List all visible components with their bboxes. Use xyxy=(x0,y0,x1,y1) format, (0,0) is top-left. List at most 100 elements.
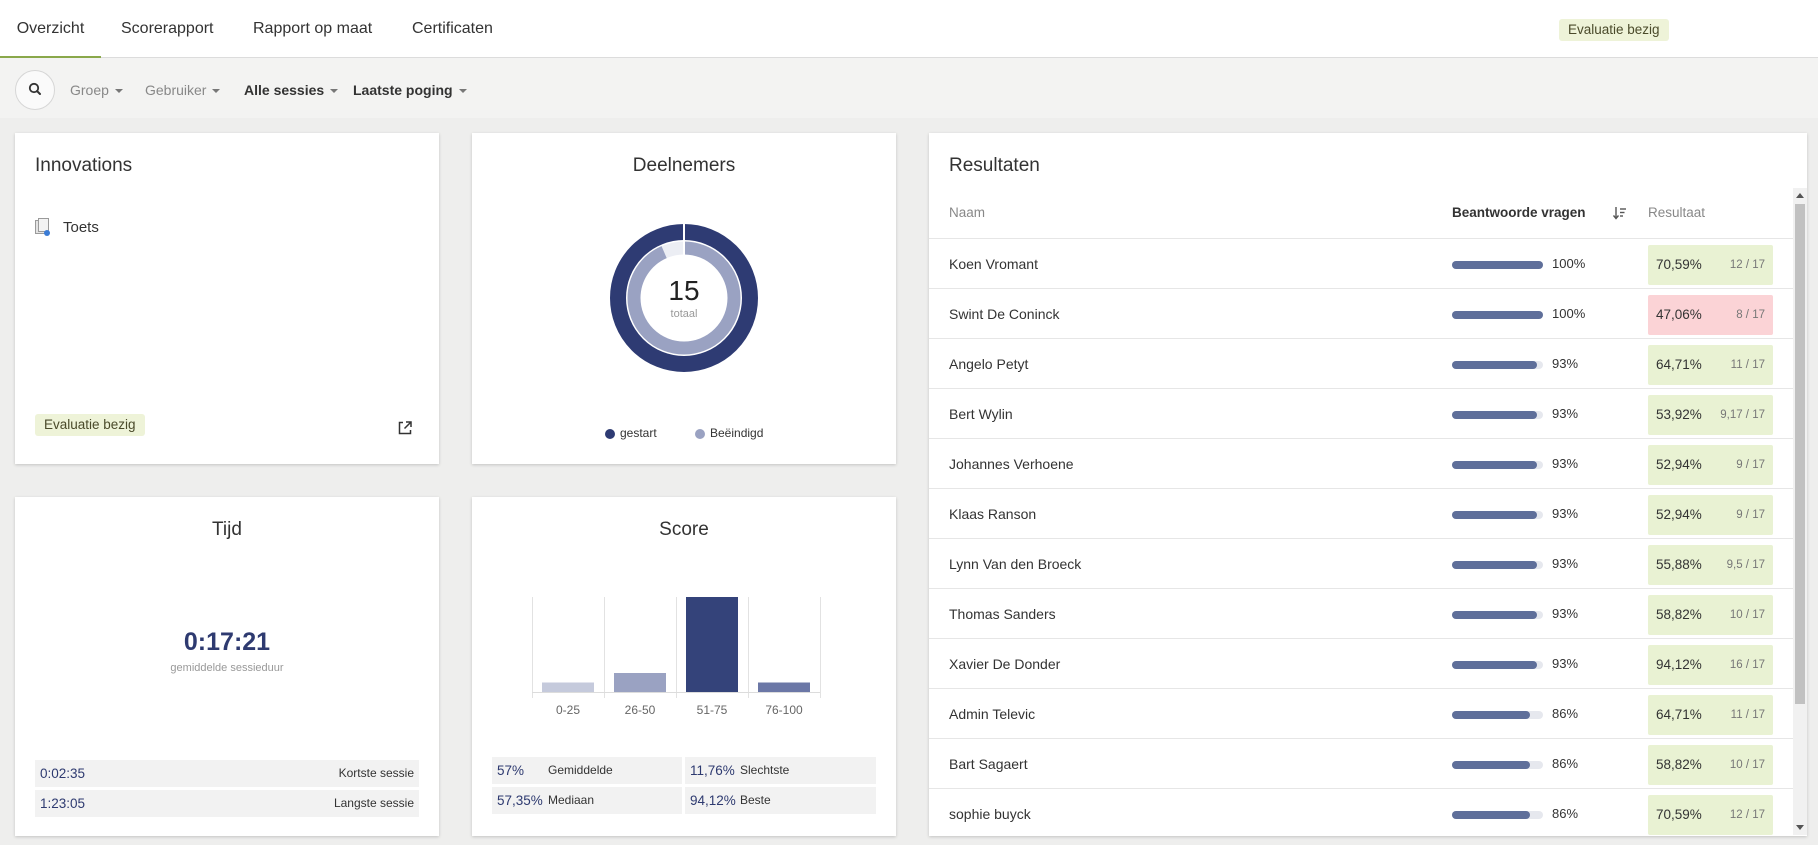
answered-percentage: 86% xyxy=(1552,756,1579,771)
answered-progress-bar xyxy=(1452,511,1543,519)
table-row[interactable]: Thomas Sanders 93% 58,82% 10 / 17 xyxy=(929,588,1793,638)
column-header-naam[interactable]: Naam xyxy=(949,205,986,220)
table-row[interactable]: Admin Televic 86% 64,71% 11 / 17 xyxy=(929,688,1793,738)
filter-gebruiker[interactable]: Gebruiker xyxy=(145,80,221,100)
sort-icon[interactable] xyxy=(1613,206,1627,220)
result-fraction: 9 / 17 xyxy=(1736,459,1765,471)
score-median-label: Mediaan xyxy=(548,793,595,807)
score-title: Score xyxy=(659,519,709,540)
answered-progress-fill xyxy=(1452,361,1537,369)
chevron-down-icon xyxy=(212,89,221,94)
participant-name[interactable]: Swint De Coninck xyxy=(949,306,1060,322)
answered-percentage: 100% xyxy=(1552,256,1586,271)
answered-progress-fill xyxy=(1452,761,1531,769)
legend-beeindigd: Beëindigd xyxy=(710,426,764,440)
scroll-down-icon[interactable] xyxy=(1796,825,1804,831)
score-best-label: Beste xyxy=(740,793,771,807)
table-row[interactable]: Swint De Coninck 100% 47,06% 8 / 17 xyxy=(929,288,1793,338)
result-fraction: 11 / 17 xyxy=(1730,709,1765,721)
filter-laatste-poging[interactable]: Laatste poging xyxy=(353,80,467,100)
results-scrollbar[interactable] xyxy=(1793,188,1807,835)
participant-name[interactable]: Thomas Sanders xyxy=(949,606,1056,622)
participant-name[interactable]: Xavier De Donder xyxy=(949,656,1061,672)
column-header-resultaat[interactable]: Resultaat xyxy=(1648,205,1706,220)
table-row[interactable]: Koen Vromant 100% 70,59% 12 / 17 xyxy=(929,238,1793,288)
result-fraction: 11 / 17 xyxy=(1730,359,1765,371)
participant-name[interactable]: sophie buyck xyxy=(949,806,1031,822)
chevron-down-icon xyxy=(114,89,123,94)
result-score: 58,82% xyxy=(1656,757,1702,772)
answered-percentage: 100% xyxy=(1552,306,1586,321)
table-row[interactable]: Lynn Van den Broeck 93% 55,88% 9,5 / 17 xyxy=(929,538,1793,588)
innovations-item-toets[interactable]: Toets xyxy=(63,219,99,236)
score-bar-76-100 xyxy=(758,682,810,692)
participant-name[interactable]: Angelo Petyt xyxy=(949,356,1029,372)
header-status-badge: Evaluatie bezig xyxy=(1559,19,1669,41)
table-row[interactable]: sophie buyck 86% 70,59% 12 / 17 xyxy=(929,788,1793,838)
table-row[interactable]: Bart Sagaert 86% 58,82% 10 / 17 xyxy=(929,738,1793,788)
score-stat-best: 94,12% Beste xyxy=(685,787,876,814)
tab-scorerapport[interactable]: Scorerapport xyxy=(121,20,214,37)
participant-name[interactable]: Koen Vromant xyxy=(949,256,1038,272)
participant-name[interactable]: Lynn Van den Broeck xyxy=(949,556,1082,572)
answered-progress-fill xyxy=(1452,261,1543,269)
result-badge: 58,82% 10 / 17 xyxy=(1648,745,1773,785)
legend-dot-gestart xyxy=(605,429,615,439)
score-stat-average: 57% Gemiddelde xyxy=(492,757,682,784)
column-header-beantwoorde-vragen[interactable]: Beantwoorde vragen xyxy=(1452,205,1586,220)
answered-progress-bar xyxy=(1452,661,1543,669)
result-score: 52,94% xyxy=(1656,457,1702,472)
result-badge: 64,71% 11 / 17 xyxy=(1648,695,1773,735)
result-score: 55,88% xyxy=(1656,557,1702,572)
answered-percentage: 86% xyxy=(1552,806,1579,821)
result-badge: 53,92% 9,17 / 17 xyxy=(1648,395,1773,435)
tab-overzicht[interactable]: Overzicht xyxy=(0,0,101,58)
participant-name[interactable]: Johannes Verhoene xyxy=(949,456,1074,472)
answered-progress-bar xyxy=(1452,411,1543,419)
result-badge: 70,59% 12 / 17 xyxy=(1648,245,1773,285)
average-session-duration: 0:17:21 xyxy=(183,628,271,656)
answered-percentage: 93% xyxy=(1552,656,1579,671)
answered-progress-fill xyxy=(1452,311,1543,319)
filter-alle-sessies[interactable]: Alle sessies xyxy=(244,80,339,100)
answered-progress-fill xyxy=(1452,711,1531,719)
scroll-up-icon[interactable] xyxy=(1796,192,1804,198)
table-row[interactable]: Klaas Ranson 93% 52,94% 9 / 17 xyxy=(929,488,1793,538)
table-row[interactable]: Johannes Verhoene 93% 52,94% 9 / 17 xyxy=(929,438,1793,488)
result-score: 64,71% xyxy=(1656,707,1702,722)
result-badge: 52,94% 9 / 17 xyxy=(1648,445,1773,485)
score-average-label: Gemiddelde xyxy=(548,763,613,777)
table-row[interactable]: Xavier De Donder 93% 94,12% 16 / 17 xyxy=(929,638,1793,688)
filter-groep[interactable]: Groep xyxy=(70,80,123,100)
score-bar-26-50 xyxy=(614,673,666,692)
chevron-down-icon xyxy=(458,89,467,94)
filter-bar xyxy=(0,58,1818,118)
result-fraction: 8 / 17 xyxy=(1736,309,1765,321)
participant-name[interactable]: Bart Sagaert xyxy=(949,756,1028,772)
participant-name[interactable]: Admin Televic xyxy=(949,706,1036,722)
result-fraction: 12 / 17 xyxy=(1729,809,1765,821)
search-button[interactable] xyxy=(15,70,55,110)
score-bar-51-75 xyxy=(686,597,738,692)
score-stat-worst: 11,76% Slechtste xyxy=(685,757,876,784)
filter-laatste-poging-label: Laatste poging xyxy=(353,82,453,98)
longest-session-value: 1:23:05 xyxy=(40,796,86,811)
result-badge: 94,12% 16 / 17 xyxy=(1648,645,1773,685)
tab-rapport-op-maat[interactable]: Rapport op maat xyxy=(253,20,373,37)
table-row[interactable]: Angelo Petyt 93% 64,71% 11 / 17 xyxy=(929,338,1793,388)
participant-name[interactable]: Klaas Ranson xyxy=(949,506,1037,522)
score-bar-chart: 0-25 26-50 51-75 76-100 xyxy=(532,597,821,717)
scrollbar-thumb[interactable] xyxy=(1795,204,1805,704)
score-card: Score 0-25 26-50 51-75 76-100 57% Gemiddeld… xyxy=(472,497,896,836)
participant-name[interactable]: Bert Wylin xyxy=(949,406,1013,422)
tab-certificaten[interactable]: Certificaten xyxy=(412,20,493,37)
shortest-session-row: 0:02:35 Kortste sessie xyxy=(35,760,419,787)
table-row[interactable]: Bert Wylin 93% 53,92% 9,17 / 17 xyxy=(929,388,1793,438)
longest-session-label: Langste sessie xyxy=(333,796,414,810)
external-link-icon[interactable] xyxy=(397,420,413,436)
answered-percentage: 93% xyxy=(1552,356,1579,371)
answered-progress-bar xyxy=(1452,361,1543,369)
result-fraction: 10 / 17 xyxy=(1729,759,1765,771)
score-bar-0-25 xyxy=(542,682,594,692)
innovations-status-badge: Evaluatie bezig xyxy=(35,414,145,436)
